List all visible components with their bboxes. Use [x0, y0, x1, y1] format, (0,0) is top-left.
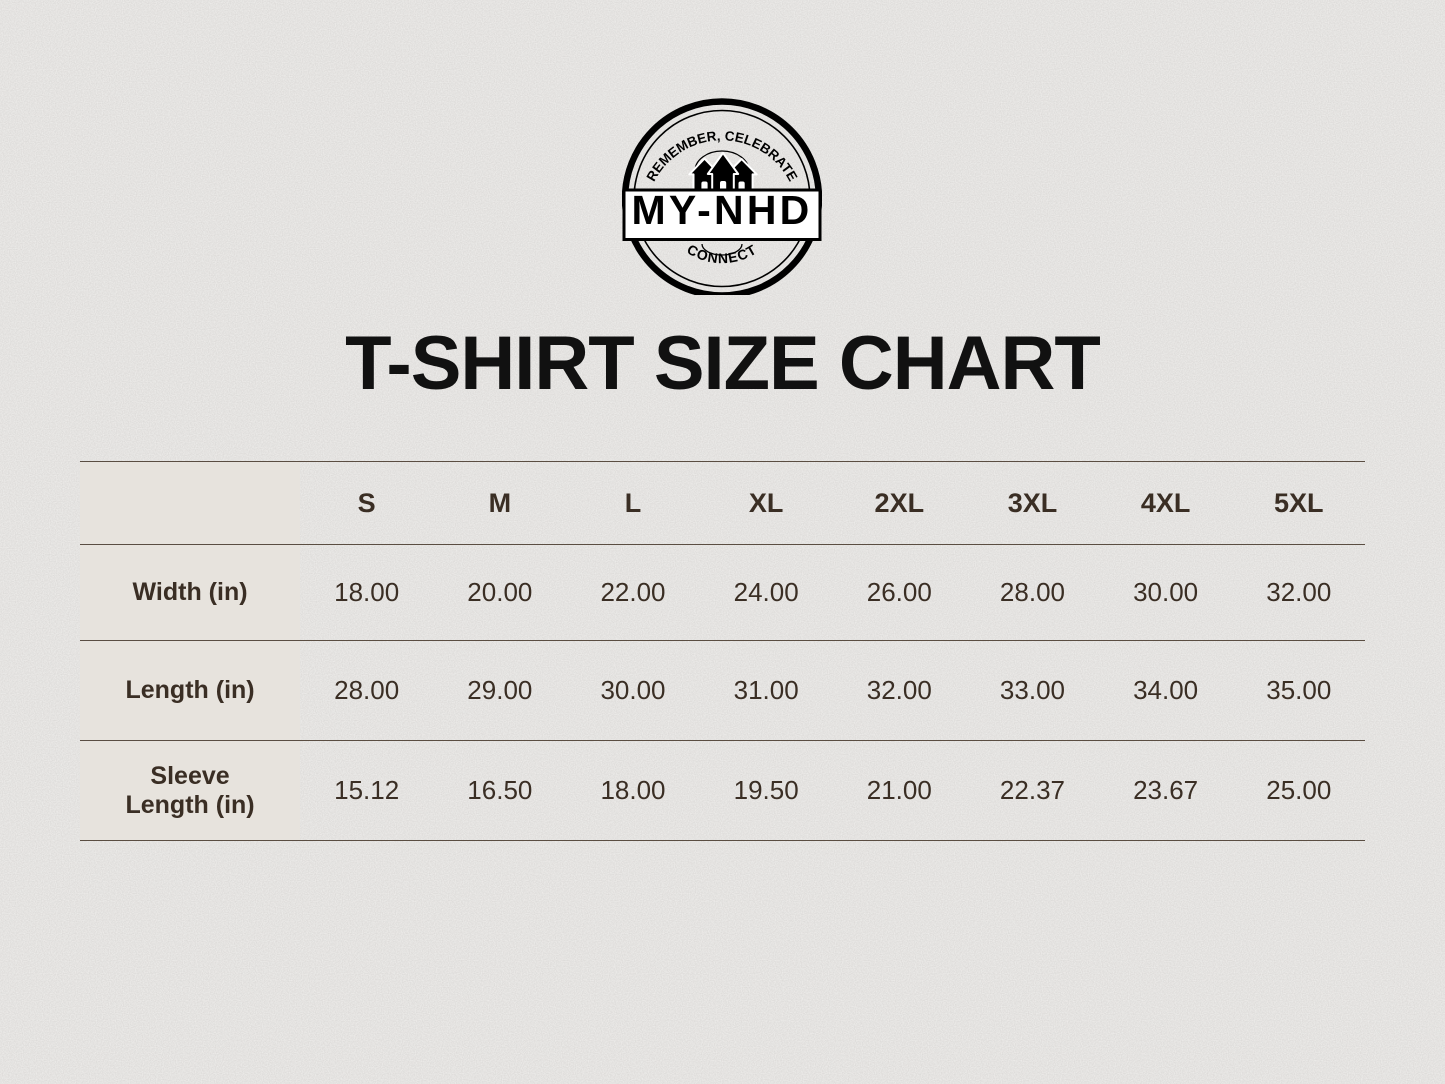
- svg-text:MY-NHD: MY-NHD: [632, 187, 813, 233]
- svg-text:CONNECT: CONNECT: [684, 241, 759, 266]
